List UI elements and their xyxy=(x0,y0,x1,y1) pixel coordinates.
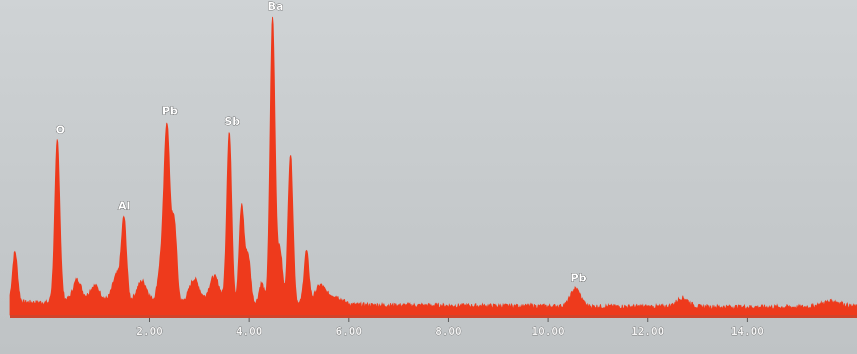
x-tick-label: 4.00 xyxy=(236,325,263,338)
peak-label-o: O xyxy=(56,123,65,136)
peak-label-al: Al xyxy=(118,200,130,213)
peak-label-pb: Pb xyxy=(571,272,587,285)
x-tick-label: 8.00 xyxy=(435,325,462,338)
spectrum-baseline xyxy=(10,315,857,318)
peak-label-ba: Ba xyxy=(268,0,284,13)
x-tick-label: 2.00 xyxy=(136,325,163,338)
spectrum-area xyxy=(9,16,857,316)
x-tick-label: 6.00 xyxy=(336,325,363,338)
spectrum-area-layer xyxy=(9,16,857,318)
peak-labels: O Al Pb Sb Ba Pb xyxy=(55,0,587,285)
x-tick-label: 12.00 xyxy=(631,325,664,338)
peak-label-pb: Pb xyxy=(162,104,178,117)
x-axis: 2.00 4.00 6.00 8.00 10.00 12.00 14.00 xyxy=(136,318,764,338)
x-tick-label: 14.00 xyxy=(731,325,764,338)
peak-label-sb: Sb xyxy=(224,115,240,128)
x-tick-label: 10.00 xyxy=(532,325,565,338)
